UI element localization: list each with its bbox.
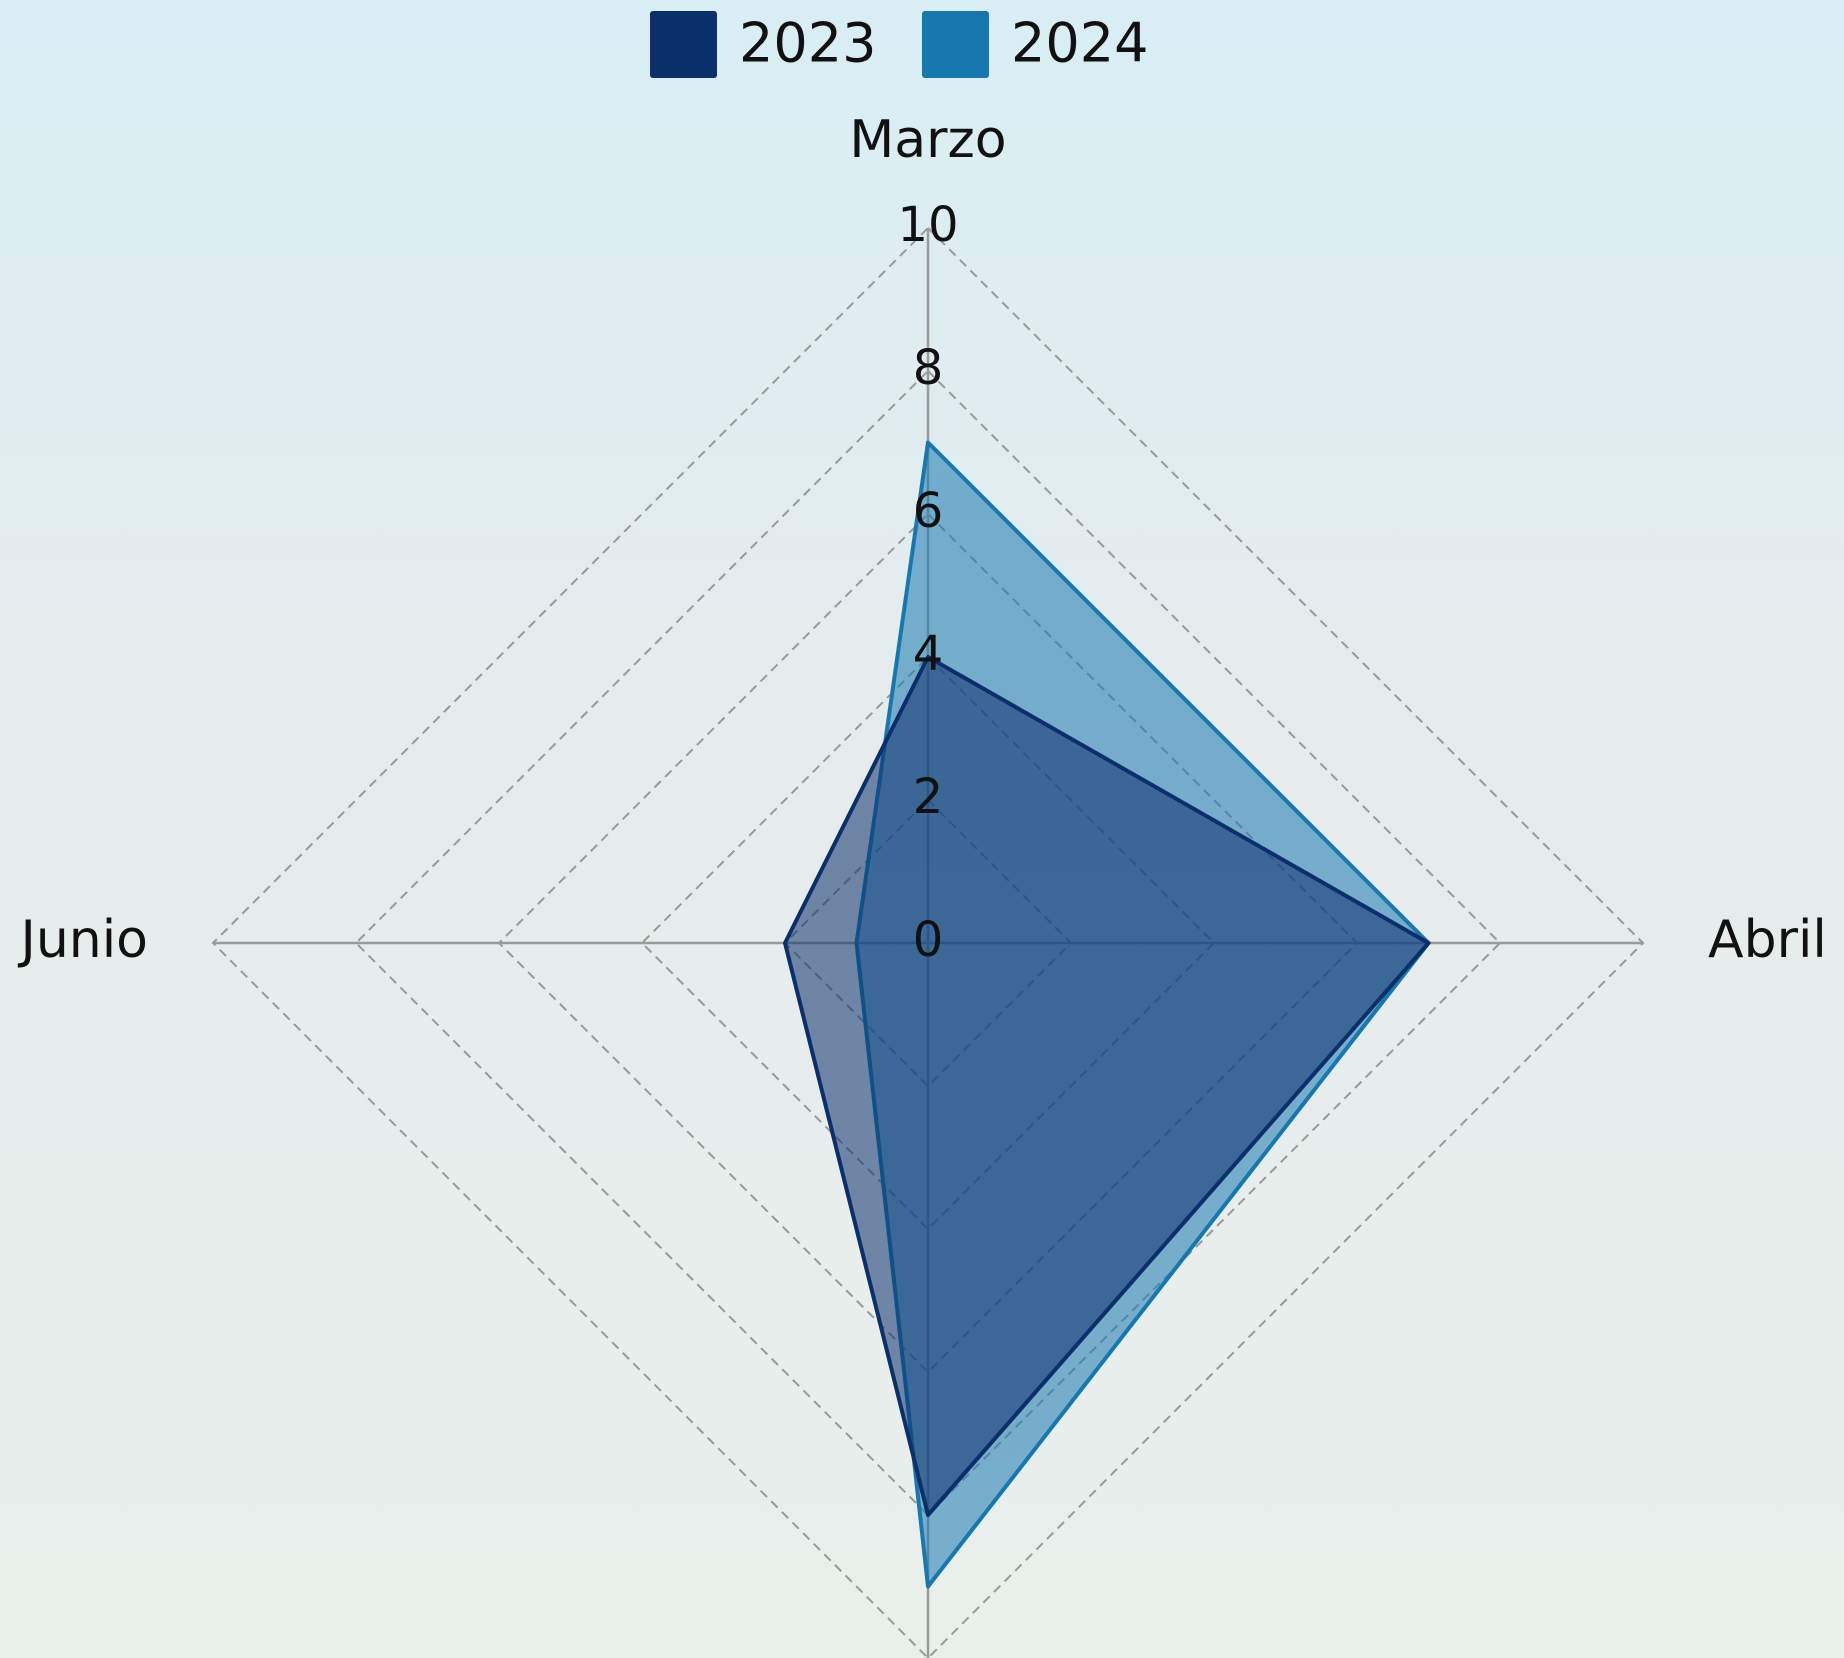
category-label: Abril bbox=[1708, 910, 1827, 970]
r-tick-label: 8 bbox=[913, 340, 944, 396]
series-area bbox=[783, 655, 1431, 1517]
labels: 0 2 4 6 8 10 Marzo Abril Junio bbox=[17, 110, 1826, 970]
legend-swatch bbox=[922, 11, 989, 78]
r-tick-label: 0 bbox=[913, 912, 944, 968]
legend: 2023 2024 bbox=[650, 11, 1148, 78]
r-tick-label: 4 bbox=[913, 626, 944, 682]
legend-label: 2023 bbox=[739, 12, 876, 75]
r-tick-label: 6 bbox=[913, 483, 944, 539]
legend-label: 2024 bbox=[1011, 12, 1148, 75]
areas bbox=[783, 440, 1431, 1589]
category-label: Marzo bbox=[849, 110, 1006, 170]
r-tick-label: 10 bbox=[897, 197, 958, 253]
r-tick-label: 2 bbox=[913, 769, 944, 825]
category-label: Junio bbox=[17, 910, 148, 970]
legend-swatch bbox=[650, 11, 717, 78]
